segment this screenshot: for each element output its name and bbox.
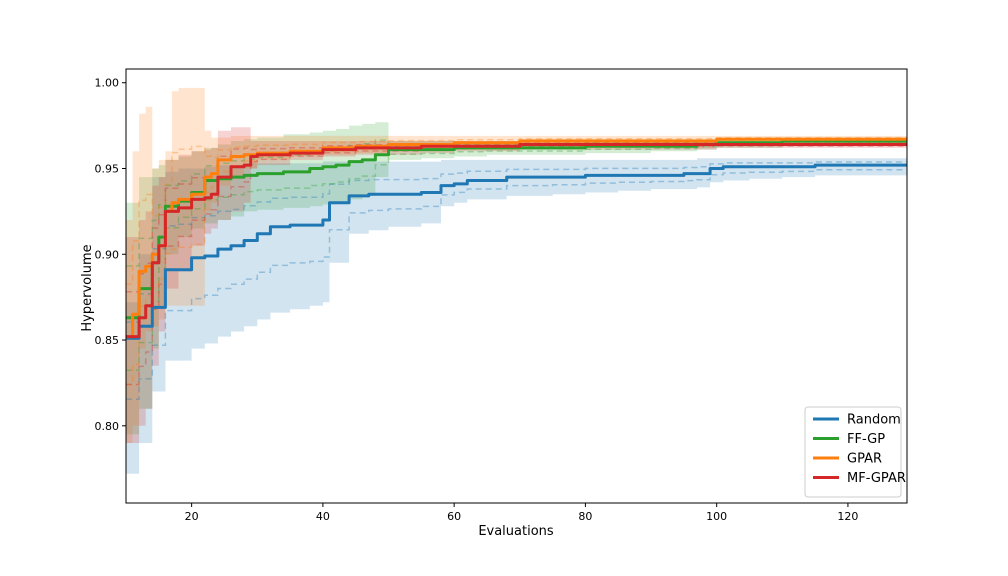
- plot-frame: [125, 68, 908, 504]
- y-axis-label: Hypervolume: [80, 244, 95, 331]
- line-gpar: [126, 137, 907, 339]
- band-random: [126, 156, 907, 474]
- x-tick-label: 60: [447, 510, 461, 523]
- quartile-line-ff-gp-2: [126, 141, 907, 371]
- band-gpar: [126, 87, 907, 444]
- y-tick-label: 0.85: [95, 334, 120, 347]
- y-tick-label: 0.80: [95, 420, 120, 433]
- legend-label-mf-gpar: MF-GPAR: [847, 471, 906, 486]
- legend-label-random: Random: [847, 413, 901, 428]
- x-axis-ticks: 20 40 60 80 100 120: [185, 503, 858, 523]
- line-ff-gp: [126, 139, 907, 320]
- line-mf-gpar: [126, 143, 907, 339]
- series-lines: [126, 137, 907, 340]
- x-tick-label: 40: [316, 510, 330, 523]
- line-random: [126, 163, 907, 340]
- legend: Random FF-GP GPAR MF-GPAR: [804, 406, 906, 498]
- y-tick-label: 0.90: [95, 248, 120, 261]
- band-mf-gpar: [126, 127, 907, 444]
- x-tick-label: 20: [185, 510, 199, 523]
- x-tick-label: 120: [837, 510, 858, 523]
- x-tick-label: 100: [706, 510, 727, 523]
- confidence-bands: [126, 87, 907, 474]
- quartile-line-gpar-1: [126, 137, 907, 285]
- y-tick-label: 1.00: [95, 77, 120, 90]
- x-tick-label: 80: [578, 510, 592, 523]
- x-axis-label: Evaluations: [478, 524, 554, 539]
- quartile-line-mf-gpar-2: [126, 145, 907, 386]
- y-axis-ticks: 0.80 0.85 0.90 0.95 1.00: [95, 77, 126, 433]
- legend-label-gpar: GPAR: [847, 452, 882, 467]
- legend-box: [804, 406, 902, 498]
- legend-label-ff-gp: FF-GP: [847, 432, 885, 447]
- quartile-line-random-1: [126, 161, 907, 323]
- y-tick-label: 0.95: [95, 162, 120, 175]
- quartile-line-random-2: [126, 168, 907, 401]
- band-ff-gp: [126, 122, 907, 435]
